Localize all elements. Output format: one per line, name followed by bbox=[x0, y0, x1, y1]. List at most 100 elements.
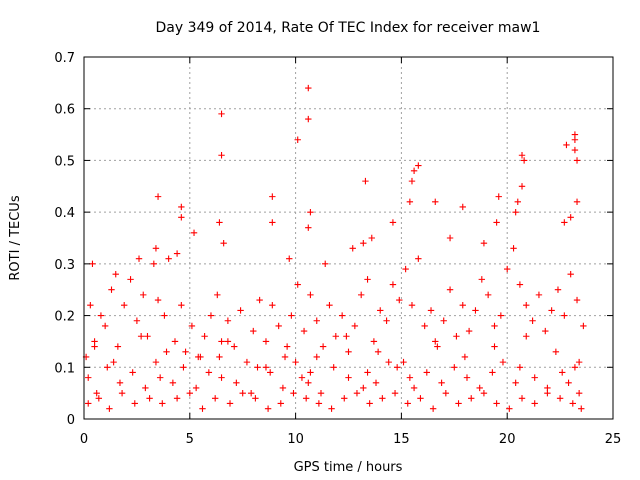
data-point bbox=[446, 234, 454, 242]
data-point bbox=[514, 198, 521, 205]
data-point bbox=[446, 286, 454, 293]
data-point bbox=[341, 395, 348, 402]
x-tick-label: 5 bbox=[186, 432, 194, 447]
data-point bbox=[357, 291, 365, 299]
data-point bbox=[497, 312, 505, 319]
data-point bbox=[415, 162, 422, 169]
data-point bbox=[573, 198, 581, 205]
data-point bbox=[374, 348, 382, 355]
data-point bbox=[317, 389, 325, 397]
data-point bbox=[216, 219, 223, 226]
data-point bbox=[459, 302, 466, 309]
data-point bbox=[178, 203, 185, 211]
data-point bbox=[165, 255, 172, 262]
data-point bbox=[544, 389, 551, 397]
data-point bbox=[372, 379, 380, 386]
data-point bbox=[254, 364, 261, 371]
data-point bbox=[220, 239, 227, 247]
data-point bbox=[554, 286, 562, 293]
data-point bbox=[150, 260, 158, 268]
data-point bbox=[345, 374, 352, 381]
y-tick-label: 0.7 bbox=[54, 51, 75, 66]
data-point bbox=[171, 338, 179, 345]
data-point bbox=[415, 255, 422, 262]
data-point bbox=[506, 405, 513, 412]
data-point bbox=[104, 364, 111, 371]
data-point bbox=[516, 364, 524, 371]
data-point bbox=[573, 296, 581, 304]
data-point bbox=[154, 296, 162, 304]
data-point bbox=[461, 353, 469, 361]
data-point bbox=[307, 369, 314, 376]
data-point bbox=[389, 219, 397, 226]
data-point bbox=[144, 333, 151, 340]
data-point bbox=[353, 389, 361, 397]
data-point bbox=[142, 384, 149, 392]
data-point bbox=[224, 317, 232, 324]
data-point bbox=[140, 291, 147, 299]
data-point bbox=[484, 291, 492, 299]
data-point bbox=[211, 395, 219, 402]
data-point bbox=[368, 234, 375, 242]
data-point bbox=[121, 302, 128, 309]
data-point bbox=[298, 374, 306, 381]
data-point bbox=[300, 327, 308, 335]
data-point bbox=[575, 389, 583, 397]
data-point bbox=[478, 276, 486, 283]
data-point bbox=[85, 374, 92, 381]
data-point bbox=[391, 389, 399, 397]
data-point bbox=[178, 302, 185, 309]
data-point bbox=[516, 281, 524, 288]
data-point bbox=[364, 276, 371, 283]
data-point bbox=[307, 291, 314, 299]
data-point bbox=[328, 405, 335, 412]
data-point bbox=[499, 358, 507, 366]
data-point bbox=[186, 389, 193, 397]
data-point bbox=[427, 307, 435, 314]
data-point bbox=[345, 348, 352, 355]
data-point bbox=[512, 208, 519, 216]
data-point bbox=[267, 369, 274, 376]
data-point bbox=[455, 400, 462, 407]
data-point bbox=[294, 136, 301, 143]
data-point bbox=[116, 379, 124, 386]
data-point bbox=[362, 177, 369, 185]
data-point bbox=[286, 255, 293, 262]
data-point bbox=[465, 327, 473, 335]
data-point bbox=[349, 245, 356, 252]
data-point bbox=[216, 353, 223, 361]
data-point bbox=[580, 322, 587, 330]
data-point bbox=[559, 369, 566, 376]
data-point bbox=[93, 389, 100, 397]
data-point bbox=[408, 302, 416, 309]
data-point bbox=[173, 250, 181, 257]
data-point bbox=[360, 384, 367, 392]
data-point bbox=[396, 296, 403, 304]
data-point bbox=[114, 343, 122, 350]
data-point bbox=[575, 358, 583, 366]
y-axis-label: ROTI / TECUs bbox=[8, 195, 23, 280]
data-point bbox=[440, 317, 447, 324]
data-point bbox=[529, 317, 536, 324]
data-point bbox=[85, 400, 92, 407]
x-tick-label: 25 bbox=[605, 432, 622, 447]
data-point bbox=[218, 110, 225, 118]
data-point bbox=[290, 389, 297, 397]
data-point bbox=[131, 400, 138, 407]
data-point bbox=[491, 322, 498, 330]
data-point bbox=[491, 343, 498, 350]
y-tick-label: 0.2 bbox=[54, 310, 75, 325]
data-point bbox=[385, 358, 392, 366]
data-point bbox=[408, 177, 416, 185]
data-point bbox=[406, 374, 414, 381]
data-point bbox=[402, 265, 409, 273]
x-tick-label: 0 bbox=[80, 432, 88, 447]
data-point bbox=[156, 374, 164, 381]
data-point bbox=[218, 152, 225, 159]
data-point bbox=[262, 364, 270, 371]
data-point bbox=[154, 193, 162, 200]
data-point bbox=[135, 255, 143, 262]
data-point bbox=[360, 239, 367, 247]
data-point bbox=[233, 379, 240, 386]
data-point bbox=[383, 317, 390, 324]
